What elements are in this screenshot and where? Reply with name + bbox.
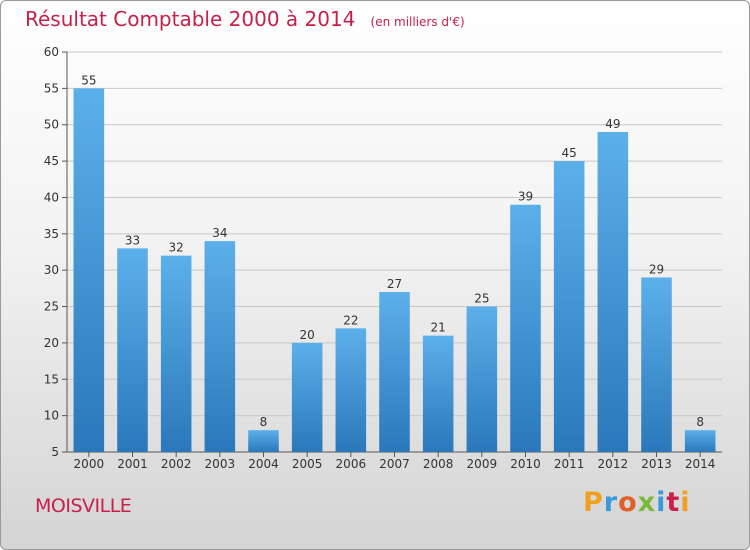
brand-letter: x [637,487,657,518]
data-label: 34 [212,226,227,240]
x-tick-label: 2011 [554,457,585,471]
y-tick-label: 45 [44,154,59,168]
x-tick-label: 2012 [598,457,629,471]
data-label: 8 [696,415,704,429]
brand-letter: r [603,487,619,518]
bar [291,342,323,452]
chart-header: Résultat Comptable 2000 à 2014 (en milli… [25,7,465,31]
proxiti-logo[interactable]: Proxiti [583,487,691,518]
x-tick-label: 2002 [161,457,192,471]
brand-letter: o [618,487,638,518]
y-tick-label: 25 [44,300,59,314]
bar [510,204,541,452]
bar [597,132,629,452]
x-tick-label: 2010 [510,457,541,471]
y-tick-label: 55 [44,81,59,95]
data-label: 55 [81,73,96,87]
commune-name: MOISVILLE [35,495,132,517]
brand-letter: t [666,487,681,518]
data-label: 27 [387,277,402,291]
bar [160,255,192,452]
chart-unit: (en milliers d'€) [370,15,465,29]
x-tick-label: 2001 [117,457,148,471]
axes: 5 10 15 20 25 30 35 40 45 50 55 60 2000 2001 2002 2003 2… [44,45,722,471]
bar [466,306,498,452]
x-tick-label: 2006 [336,457,367,471]
x-tick-label: 2005 [292,457,323,471]
bar [204,241,236,452]
data-label: 32 [169,241,184,255]
bar [553,161,585,452]
y-tick-label: 30 [44,263,59,277]
bar [684,430,716,452]
y-tick-label: 20 [44,336,59,350]
bars [73,88,716,452]
chart-title: Résultat Comptable 2000 à 2014 [25,7,356,31]
y-tick-label: 40 [44,190,59,204]
data-labels: 55 33 32 34 8 20 22 27 21 25 39 45 49 29 8 [81,73,704,429]
y-tick-label: 35 [44,227,59,241]
y-tick-label: 50 [44,118,59,132]
bar [248,430,279,452]
data-label: 45 [562,146,577,160]
x-tick-label: 2007 [379,457,410,471]
x-tick-label: 2003 [205,457,236,471]
x-tick-label: 2004 [248,457,279,471]
y-tick-label: 15 [44,372,59,386]
brand-letter: i [680,487,691,518]
x-tick-label: 2014 [685,457,716,471]
bar [379,292,410,452]
bar [117,248,148,452]
bar [335,328,367,452]
y-tick-label: 60 [44,45,59,59]
bar [73,88,105,452]
bar [422,335,454,452]
y-tick-label: 10 [44,409,59,423]
data-label: 33 [125,233,140,247]
brand-letter: P [583,487,604,518]
brand-letter: i [656,487,667,518]
data-label: 20 [300,328,315,342]
x-tick-label: 2013 [641,457,672,471]
data-label: 8 [260,415,268,429]
data-label: 21 [431,321,446,335]
data-label: 22 [343,313,358,327]
x-tick-label: 2000 [74,457,105,471]
data-label: 39 [518,190,533,204]
x-tick-label: 2009 [467,457,498,471]
bar [641,277,672,452]
data-label: 29 [649,262,664,276]
data-label: 25 [474,292,489,306]
x-tick-label: 2008 [423,457,454,471]
data-label: 49 [605,117,620,131]
y-tick-label: 5 [51,445,59,459]
